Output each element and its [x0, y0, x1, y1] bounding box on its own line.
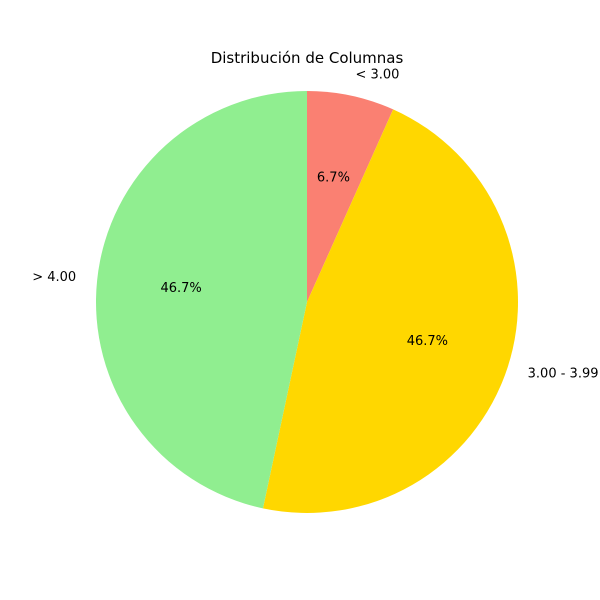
- slice-percent-0: 6.7%: [317, 171, 350, 186]
- pie-slice-0: [307, 91, 394, 302]
- pie-slice-1: [262, 109, 518, 513]
- slice-label-1: 3.00 - 3.99: [528, 366, 599, 381]
- chart-title: Distribución de Columnas: [211, 49, 404, 67]
- pie-slice-2: [96, 91, 307, 509]
- slice-label-2: > 4.00: [32, 270, 76, 285]
- pie-labels: < 3.00 6.7% 3.00 - 3.99 46.7% > 4.00 46.7%: [32, 68, 598, 382]
- slice-percent-1: 46.7%: [407, 334, 448, 349]
- pie-slices: [96, 91, 518, 513]
- slice-percent-2: 46.7%: [160, 281, 201, 296]
- slice-label-0: < 3.00: [355, 68, 399, 83]
